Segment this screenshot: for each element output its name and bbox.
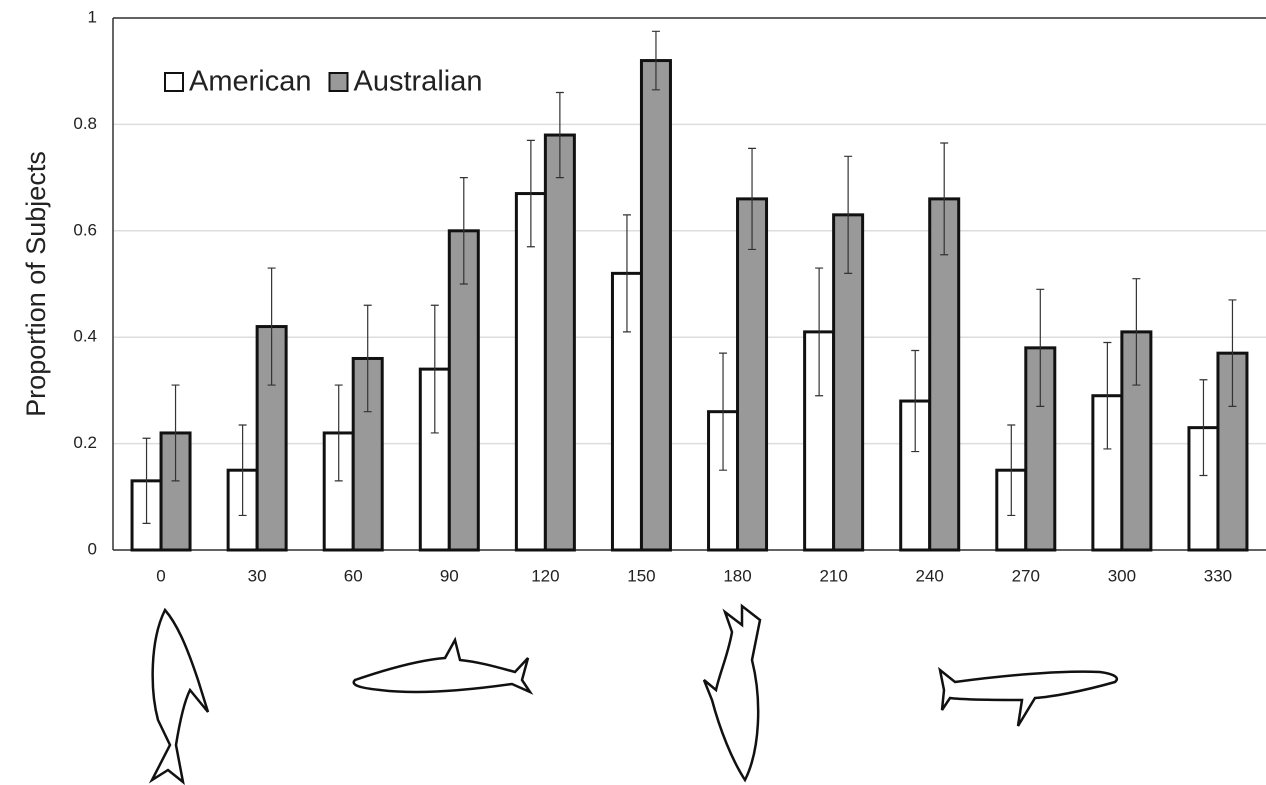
whale-90 [354, 640, 530, 692]
x-tick-label: 120 [531, 566, 559, 585]
x-tick-label: 330 [1204, 566, 1232, 585]
legend-swatch [330, 73, 348, 91]
whale-0 [152, 610, 208, 782]
legend-swatch [165, 73, 183, 91]
x-tick-label: 180 [723, 566, 751, 585]
x-tick-label: 210 [819, 566, 847, 585]
y-tick-label: 0 [88, 539, 97, 558]
y-tick-label: 0.2 [73, 433, 97, 452]
x-tick-label: 240 [916, 566, 944, 585]
bar [738, 199, 767, 550]
x-tick-label: 0 [156, 566, 165, 585]
whale-180 [704, 606, 760, 780]
x-tick-label: 60 [344, 566, 363, 585]
chart: Proportion of Subjects 0 0.2 0.4 0.6 0.8 1 0 30… [0, 0, 1266, 785]
bar [641, 61, 670, 550]
y-tick-label: 0.8 [73, 114, 97, 133]
y-axis-label: Proportion of Subjects [21, 151, 51, 417]
legend-label: Australian [354, 66, 483, 98]
whale-illustrations [152, 606, 1117, 782]
x-tick-label: 300 [1108, 566, 1136, 585]
y-tick-label: 0.4 [73, 327, 97, 346]
bar [545, 135, 574, 550]
legend-label: American [189, 66, 312, 98]
whale-270 [940, 670, 1117, 726]
x-tick-label: 270 [1012, 566, 1040, 585]
x-tick-label: 150 [627, 566, 655, 585]
y-tick-label: 1 [88, 7, 97, 26]
y-tick-label: 0.6 [73, 220, 97, 239]
x-tick-label: 30 [248, 566, 267, 585]
x-tick-label: 90 [440, 566, 459, 585]
